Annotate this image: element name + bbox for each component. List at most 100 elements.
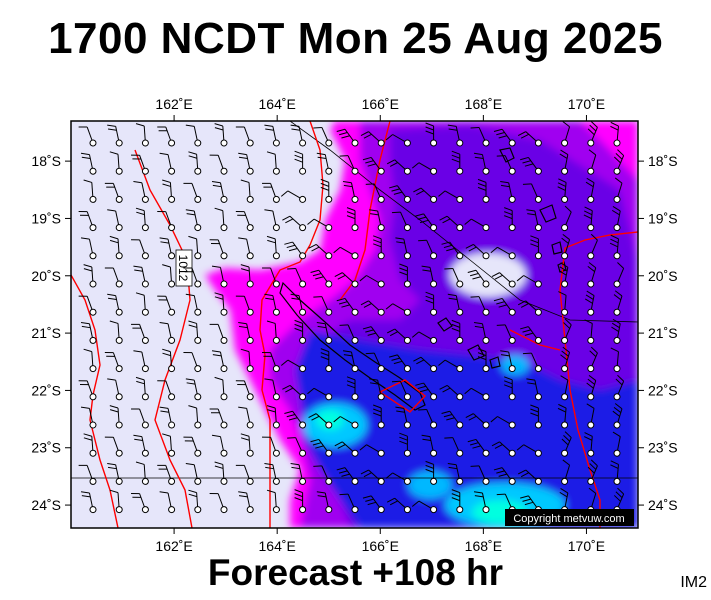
wind-barb [334,272,359,288]
wind-barb [386,159,411,175]
wind-barb [290,463,307,485]
wind-barb [313,126,333,147]
wind-barb [235,211,254,232]
wind-barb [389,185,411,203]
wind-barb [262,182,280,203]
wind-barb [451,319,464,344]
lat-tick-label: 20˚S [648,268,678,284]
wind-barb [438,190,464,203]
wind-barb [500,181,516,203]
wind-barb [209,239,228,260]
wind-barb [214,207,228,232]
wind-barb [584,319,595,344]
wind-barb [359,275,385,288]
wind-barb [80,322,97,344]
wind-barb [365,183,385,203]
wind-barb [83,264,97,288]
wind-barb [264,209,280,232]
wind-barb [441,410,464,429]
lon-tick-label: 166˚E [362,538,399,554]
wind-barb [333,416,359,429]
wind-barb [264,124,280,147]
wind-barb [467,269,490,288]
wind-barb [214,461,228,485]
wind-barb [611,318,621,344]
wind-barb [214,123,228,147]
wind-barb [209,493,228,514]
wind-barb [282,384,307,401]
wind-barb [609,234,621,260]
wind-barb [157,380,176,401]
wind-barb [500,350,516,373]
wind-barb [362,326,385,344]
wind-barb [188,151,202,175]
lon-tick-label: 164˚E [259,538,296,554]
wind-barb [369,378,385,401]
wind-barb [185,124,202,147]
lat-tick-label: 19˚S [648,210,678,226]
wind-barb [558,291,569,316]
vanuatu-islands [499,147,567,273]
map-frame [70,120,639,529]
wind-barb [520,326,542,344]
wind-barb [159,152,176,175]
wind-barb [346,376,359,401]
wind-barb [477,348,490,373]
wind-barb [157,211,176,232]
wind-barb [373,404,385,429]
wind-barb [266,405,280,429]
wind-barb [517,300,542,316]
lat-tick-label: 18˚S [31,153,61,169]
wind-barb [439,215,464,232]
wind-barb [80,491,97,514]
wind-barb [610,460,621,485]
wind-barb [411,162,438,175]
wind-barb [447,124,464,147]
page-title: 1700 NCDT Mon 25 Aug 2025 [48,14,663,63]
wind-barb [159,322,176,344]
wind-barb [342,350,359,373]
forecast-label: Forecast +108 hr [207,552,504,593]
wind-barb [188,489,202,514]
wind-barb [496,324,516,344]
wind-barb [560,346,571,373]
wind-barb [587,149,597,175]
lat-tick-label: 21˚S [648,325,678,341]
wind-barb [235,464,254,485]
wind-barb [465,243,490,260]
lat-tick-label: 24˚S [648,497,678,513]
wind-barb [290,124,307,147]
wind-barb [211,434,228,457]
wind-barb [307,218,333,232]
wind-barb [425,460,438,485]
wind-barb [386,497,411,514]
wind-barb [561,459,571,485]
wind-barb [473,491,490,514]
lat-tick-label: 18˚S [648,153,678,169]
wind-barb [613,177,623,203]
wind-barb [444,267,464,288]
wind-barb [185,463,202,485]
lon-tick-label: 168˚E [465,96,502,112]
wind-barb [473,322,490,344]
wind-barb [135,292,149,316]
wind-barb [264,463,280,485]
wind-barb [530,235,542,260]
wind-barb [585,177,595,203]
wind-barb [418,408,438,429]
wind-barb [266,320,280,344]
wind-barb [310,269,333,288]
wind-barb [467,438,490,457]
wind-barb [561,233,571,260]
wind-barb [612,403,623,429]
wind-barb [526,209,542,232]
wind-barb [282,215,307,232]
wind-barb [80,152,97,175]
wind-barb [441,241,464,260]
wind-barb [522,183,542,203]
wind-barb [214,376,228,401]
wind-barb [465,413,490,429]
wind-barb [104,436,123,457]
wind-barb [447,463,464,485]
image-id-label: IM2 [680,574,707,591]
